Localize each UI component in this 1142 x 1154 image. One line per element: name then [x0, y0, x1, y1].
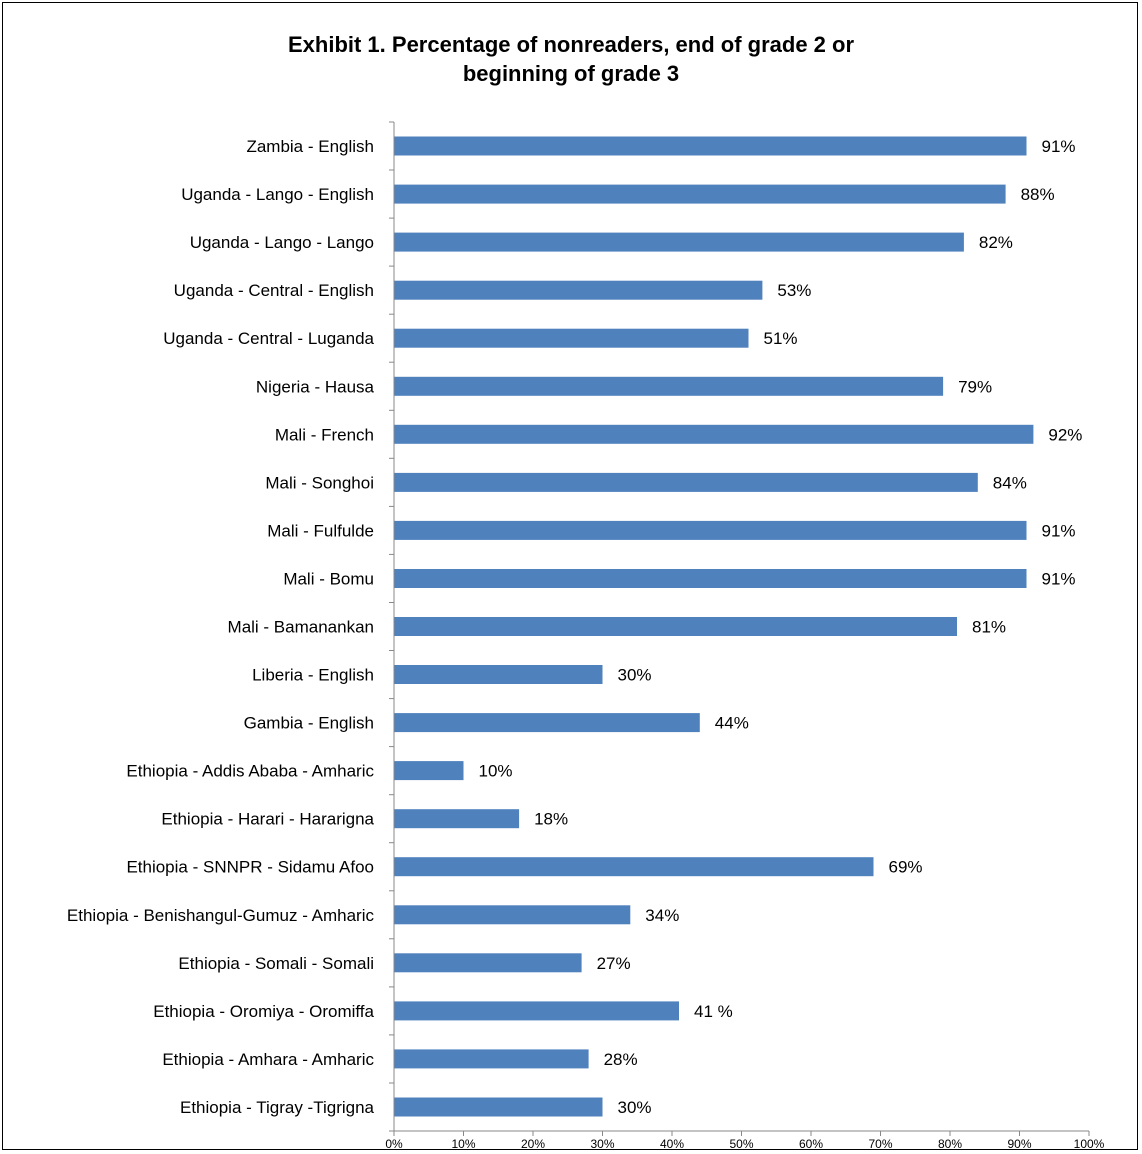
x-tick-label-8: 80%: [938, 1137, 962, 1151]
x-tick-label-0: 0%: [385, 1137, 403, 1151]
bar-16: [394, 905, 631, 925]
data-label-8: 91%: [1042, 521, 1076, 540]
category-label-7: Mali - Songhoi: [265, 473, 374, 492]
category-label-18: Ethiopia - Oromiya - Oromiffa: [153, 1002, 374, 1021]
data-label-11: 30%: [618, 666, 652, 685]
x-tick-label-10: 100%: [1074, 1137, 1105, 1151]
data-label-10: 81%: [972, 618, 1006, 637]
data-label-13: 10%: [479, 762, 513, 781]
data-label-12: 44%: [715, 714, 749, 733]
bar-8: [394, 520, 1027, 540]
data-label-16: 34%: [645, 906, 679, 925]
category-label-5: Nigeria - Hausa: [256, 377, 375, 396]
category-label-19: Ethiopia - Amhara - Amharic: [162, 1050, 374, 1069]
bar-7: [394, 472, 978, 492]
category-label-4: Uganda - Central - Luganda: [163, 329, 374, 348]
bar-0: [394, 136, 1027, 156]
category-label-14: Ethiopia - Harari - Hararigna: [161, 810, 374, 829]
category-label-15: Ethiopia - SNNPR - Sidamu Afoo: [126, 858, 374, 877]
bar-14: [394, 809, 520, 829]
bar-20: [394, 1097, 603, 1117]
bar-11: [394, 665, 603, 684]
category-label-1: Uganda - Lango - English: [181, 185, 374, 204]
bar-19: [394, 1049, 589, 1069]
category-label-17: Ethiopia - Somali - Somali: [178, 954, 374, 973]
bar-1: [394, 184, 1006, 204]
chart-title-line-1: Exhibit 1. Percentage of nonreaders, end…: [287, 32, 855, 57]
x-tick-label-1: 10%: [451, 1137, 475, 1151]
data-label-4: 51%: [764, 329, 798, 348]
category-label-12: Gambia - English: [244, 714, 374, 733]
bar-17: [394, 953, 582, 973]
bar-2: [394, 232, 964, 252]
category-label-10: Mali - Bamanankan: [228, 618, 374, 637]
x-tick-label-4: 40%: [660, 1137, 684, 1151]
data-label-6: 92%: [1048, 425, 1082, 444]
category-label-11: Liberia - English: [252, 666, 374, 685]
x-tick-label-3: 30%: [590, 1137, 614, 1151]
data-label-0: 91%: [1042, 137, 1076, 156]
data-label-17: 27%: [597, 954, 631, 973]
chart-title-line-2: beginning of grade 3: [462, 61, 680, 86]
category-label-13: Ethiopia - Addis Ababa - Amharic: [126, 762, 374, 781]
bar-18: [394, 1001, 679, 1021]
chart-title: Exhibit 1. Percentage of nonreaders, end…: [0, 30, 1142, 88]
data-label-1: 88%: [1021, 185, 1055, 204]
category-label-20: Ethiopia - Tigray -Tigrigna: [180, 1098, 375, 1117]
category-label-0: Zambia - English: [246, 137, 374, 156]
bar-6: [394, 424, 1034, 444]
bar-15: [394, 857, 874, 877]
data-label-7: 84%: [993, 473, 1027, 492]
category-label-6: Mali - French: [275, 425, 374, 444]
category-label-16: Ethiopia - Benishangul-Gumuz - Amharic: [67, 906, 375, 925]
data-label-3: 53%: [777, 281, 811, 300]
data-label-20: 30%: [618, 1098, 652, 1117]
bar-10: [394, 617, 957, 636]
data-label-18: 41 %: [694, 1002, 733, 1021]
data-label-14: 18%: [534, 810, 568, 829]
bar-4: [394, 328, 749, 348]
data-label-2: 82%: [979, 233, 1013, 252]
x-tick-label-2: 20%: [521, 1137, 545, 1151]
category-label-9: Mali - Bomu: [283, 570, 374, 589]
data-label-15: 69%: [889, 858, 923, 877]
bar-5: [394, 376, 944, 396]
x-tick-label-7: 70%: [868, 1137, 892, 1151]
data-label-19: 28%: [604, 1050, 638, 1069]
x-tick-label-9: 90%: [1007, 1137, 1031, 1151]
bar-12: [394, 713, 700, 733]
data-label-9: 91%: [1042, 570, 1076, 589]
bar-3: [394, 280, 763, 300]
bar-9: [394, 569, 1027, 588]
x-tick-label-5: 50%: [729, 1137, 753, 1151]
category-label-3: Uganda - Central - English: [174, 281, 374, 300]
x-tick-label-6: 60%: [799, 1137, 823, 1151]
bar-13: [394, 761, 464, 781]
category-label-8: Mali - Fulfulde: [267, 521, 374, 540]
data-label-5: 79%: [958, 377, 992, 396]
category-label-2: Uganda - Lango - Lango: [190, 233, 374, 252]
